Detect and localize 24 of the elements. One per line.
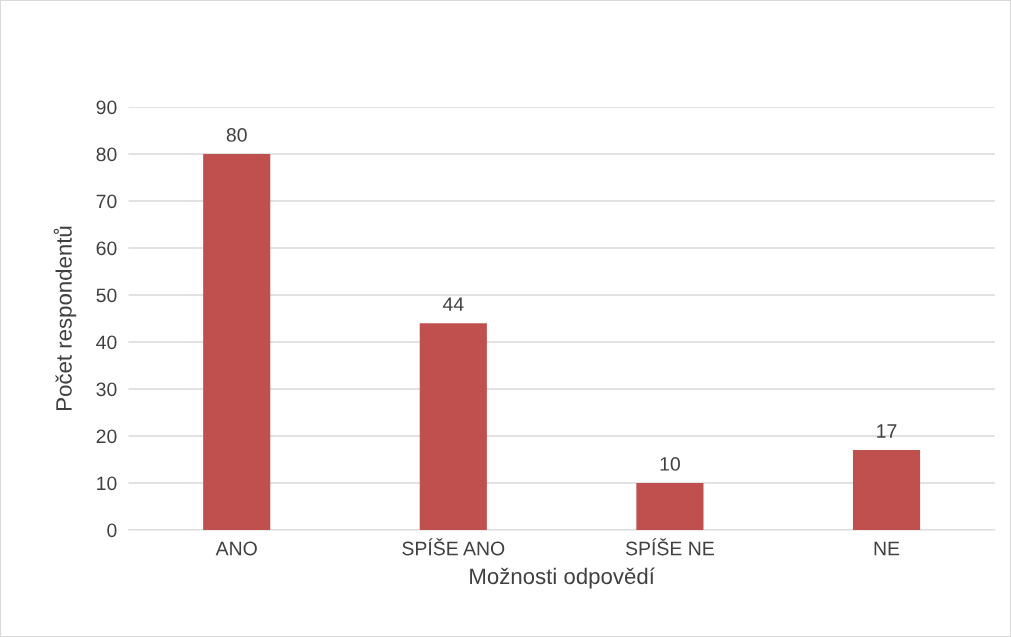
y-tick-label: 70 <box>96 194 117 209</box>
y-tick-label: 30 <box>96 382 117 397</box>
y-tick-label: 50 <box>96 288 117 303</box>
y-tick-label: 20 <box>96 429 117 444</box>
bar <box>852 450 921 530</box>
data-label: 10 <box>660 457 680 471</box>
data-label: 17 <box>877 424 897 438</box>
x-tick-label: SPÍŠE ANO <box>402 538 505 556</box>
y-tick-label: 0 <box>107 523 117 538</box>
x-axis-title: Možnosti odpovědí <box>470 567 655 589</box>
data-label: 44 <box>442 297 464 311</box>
y-tick-label: 60 <box>96 241 117 256</box>
y-tick-label: 40 <box>96 335 117 350</box>
bar <box>636 482 704 530</box>
x-tick-label: SPÍŠE NE <box>625 538 714 556</box>
y-tick-label: 80 <box>96 147 117 162</box>
y-axis-title: Počet respondentů <box>53 226 77 410</box>
bar <box>419 323 487 530</box>
y-tick-label: 90 <box>96 100 117 115</box>
y-tick-label: 10 <box>97 476 117 491</box>
data-label: 80 <box>226 128 247 142</box>
x-tick-label: NE <box>874 541 900 556</box>
x-tick-label: ANO <box>215 541 257 556</box>
bar <box>203 154 271 530</box>
